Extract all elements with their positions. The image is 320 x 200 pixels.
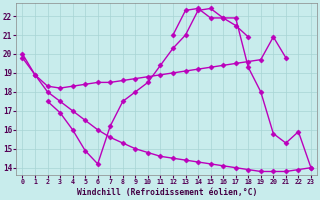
X-axis label: Windchill (Refroidissement éolien,°C): Windchill (Refroidissement éolien,°C) xyxy=(76,188,257,197)
